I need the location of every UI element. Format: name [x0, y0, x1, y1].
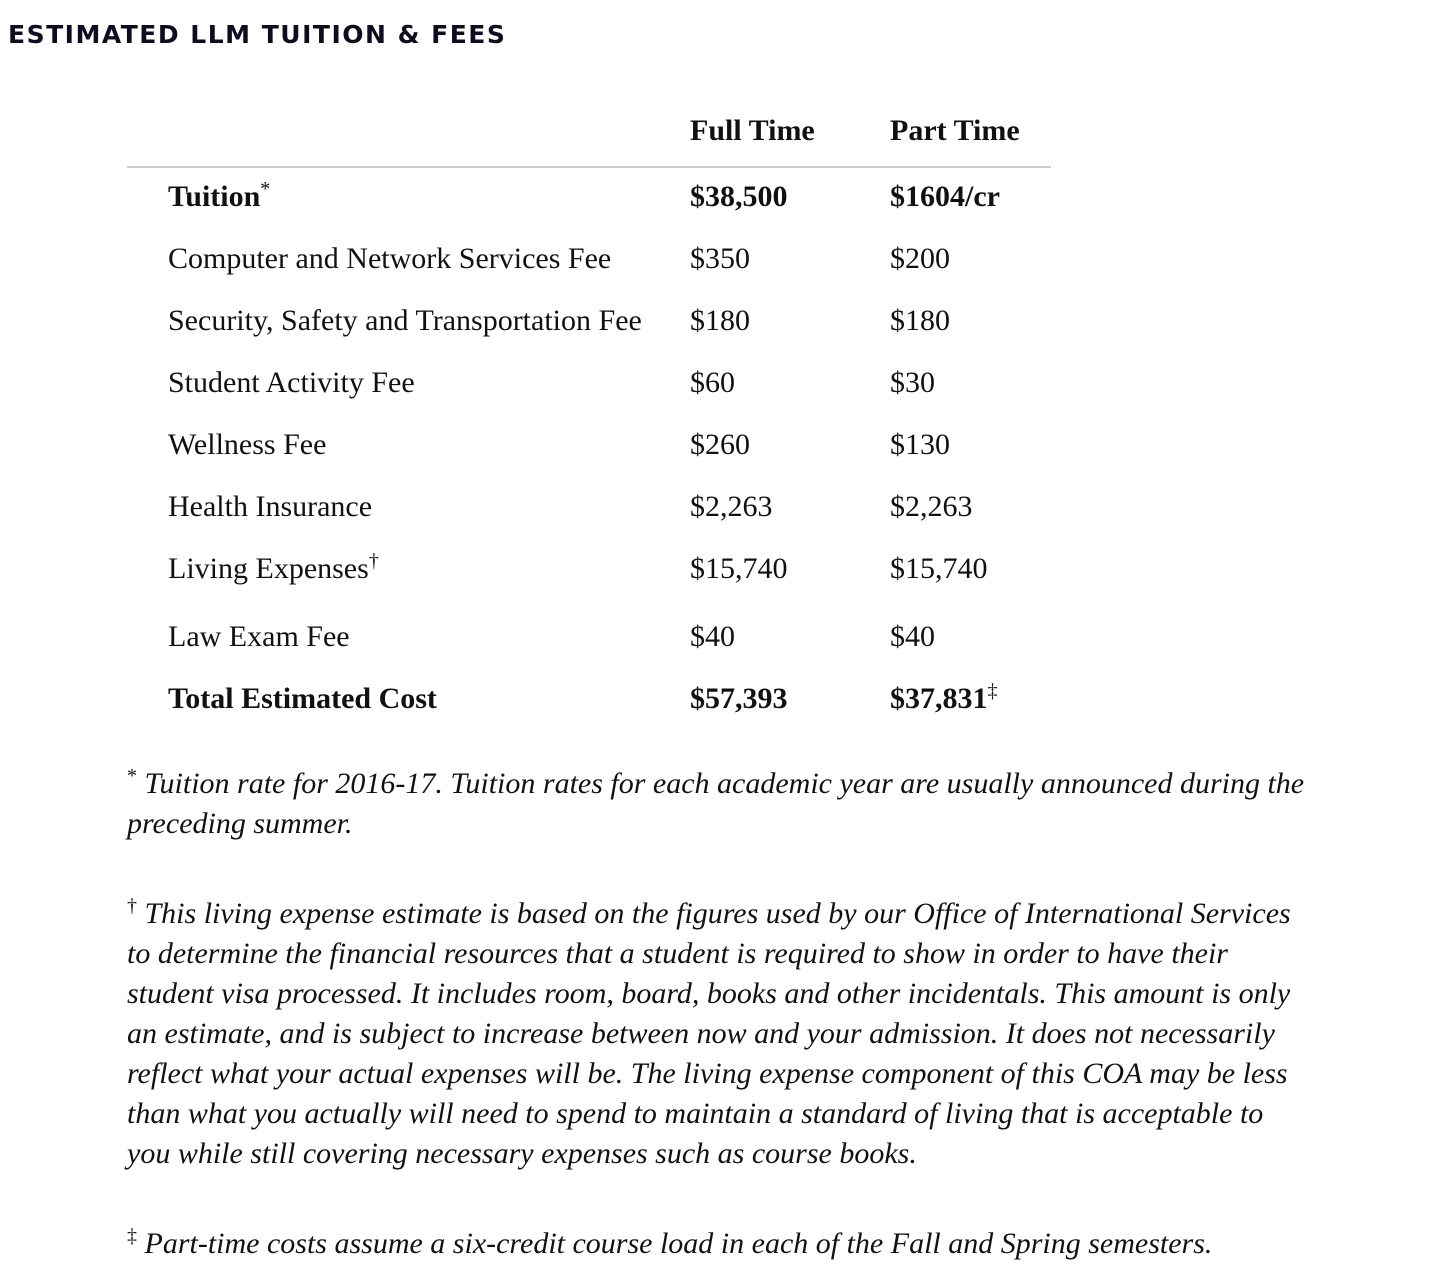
part-time-value: $2,263	[890, 490, 973, 524]
row-label-text: Total Estimated Cost	[168, 682, 437, 715]
row-label-text: Computer and Network Services Fee	[168, 242, 612, 275]
full-time-value-text: $350	[690, 242, 750, 275]
row-label-text: Living Expenses	[168, 552, 369, 585]
footnote-tuition: * Tuition rate for 2016-17. Tuition rate…	[127, 765, 1305, 840]
row-label: Computer and Network Services Fee	[168, 242, 611, 276]
full-time-value: $2,263	[690, 490, 773, 524]
row-label: Total Estimated Cost	[168, 682, 437, 716]
full-time-value-text: $38,500	[690, 180, 788, 213]
full-time-value-text: $2,263	[690, 490, 773, 523]
footnote-mark: ‡	[987, 680, 998, 702]
column-header-full-time: Full Time	[690, 114, 815, 147]
part-time-value: $1604/cr	[890, 180, 1000, 214]
row-label: Student Activity Fee	[168, 366, 415, 400]
part-time-value: $130	[890, 428, 950, 462]
part-time-value-text: $2,263	[890, 490, 973, 523]
part-time-value-text: $130	[890, 428, 950, 461]
row-label-text: Law Exam Fee	[168, 620, 350, 653]
row-label: Security, Safety and Transportation Fee	[168, 304, 642, 338]
row-label-text: Security, Safety and Transportation Fee	[168, 304, 642, 337]
part-time-value: $37,831‡	[890, 680, 998, 716]
full-time-value: $350	[690, 242, 750, 276]
part-time-value-text: $40	[890, 620, 935, 653]
page-title: ESTIMATED LLM TUITION & FEES	[8, 20, 507, 49]
row-label: Living Expenses†	[168, 550, 379, 586]
full-time-value-text: $40	[690, 620, 735, 653]
full-time-value: $57,393	[690, 682, 788, 716]
part-time-value: $180	[890, 304, 950, 338]
full-time-value: $60	[690, 366, 735, 400]
footnote-mark: †	[368, 550, 379, 572]
part-time-value-text: $200	[890, 242, 950, 275]
full-time-value: $260	[690, 428, 750, 462]
footnote-mark: *	[260, 178, 271, 200]
full-time-value-text: $60	[690, 366, 735, 399]
row-label: Law Exam Fee	[168, 620, 350, 654]
row-label-text: Student Activity Fee	[168, 366, 415, 399]
part-time-value-text: $15,740	[890, 552, 988, 585]
part-time-value-text: $37,831	[890, 682, 988, 715]
row-label-text: Tuition	[168, 180, 261, 213]
part-time-value: $200	[890, 242, 950, 276]
row-label: Tuition*	[168, 178, 271, 214]
full-time-value: $40	[690, 620, 735, 654]
column-header-part-time: Part Time	[890, 114, 1020, 147]
row-label-text: Wellness Fee	[168, 428, 327, 461]
header-divider	[127, 166, 1051, 168]
full-time-value-text: $260	[690, 428, 750, 461]
part-time-value-text: $180	[890, 304, 950, 337]
full-time-value: $180	[690, 304, 750, 338]
footnote-living-expenses: † This living expense estimate is based …	[127, 895, 1291, 1170]
part-time-value: $15,740	[890, 552, 988, 586]
row-label: Health Insurance	[168, 490, 372, 524]
full-time-value: $15,740	[690, 552, 788, 586]
part-time-value-text: $30	[890, 366, 935, 399]
full-time-value-text: $15,740	[690, 552, 788, 585]
full-time-value-text: $57,393	[690, 682, 788, 715]
row-label-text: Health Insurance	[168, 490, 373, 523]
row-label: Wellness Fee	[168, 428, 326, 462]
full-time-value-text: $180	[690, 304, 750, 337]
full-time-value: $38,500	[690, 180, 788, 214]
part-time-value: $30	[890, 366, 935, 400]
footnote-part-time: ‡ Part-time costs assume a six-credit co…	[127, 1225, 1213, 1260]
part-time-value: $40	[890, 620, 935, 654]
part-time-value-text: $1604/cr	[890, 180, 1000, 213]
